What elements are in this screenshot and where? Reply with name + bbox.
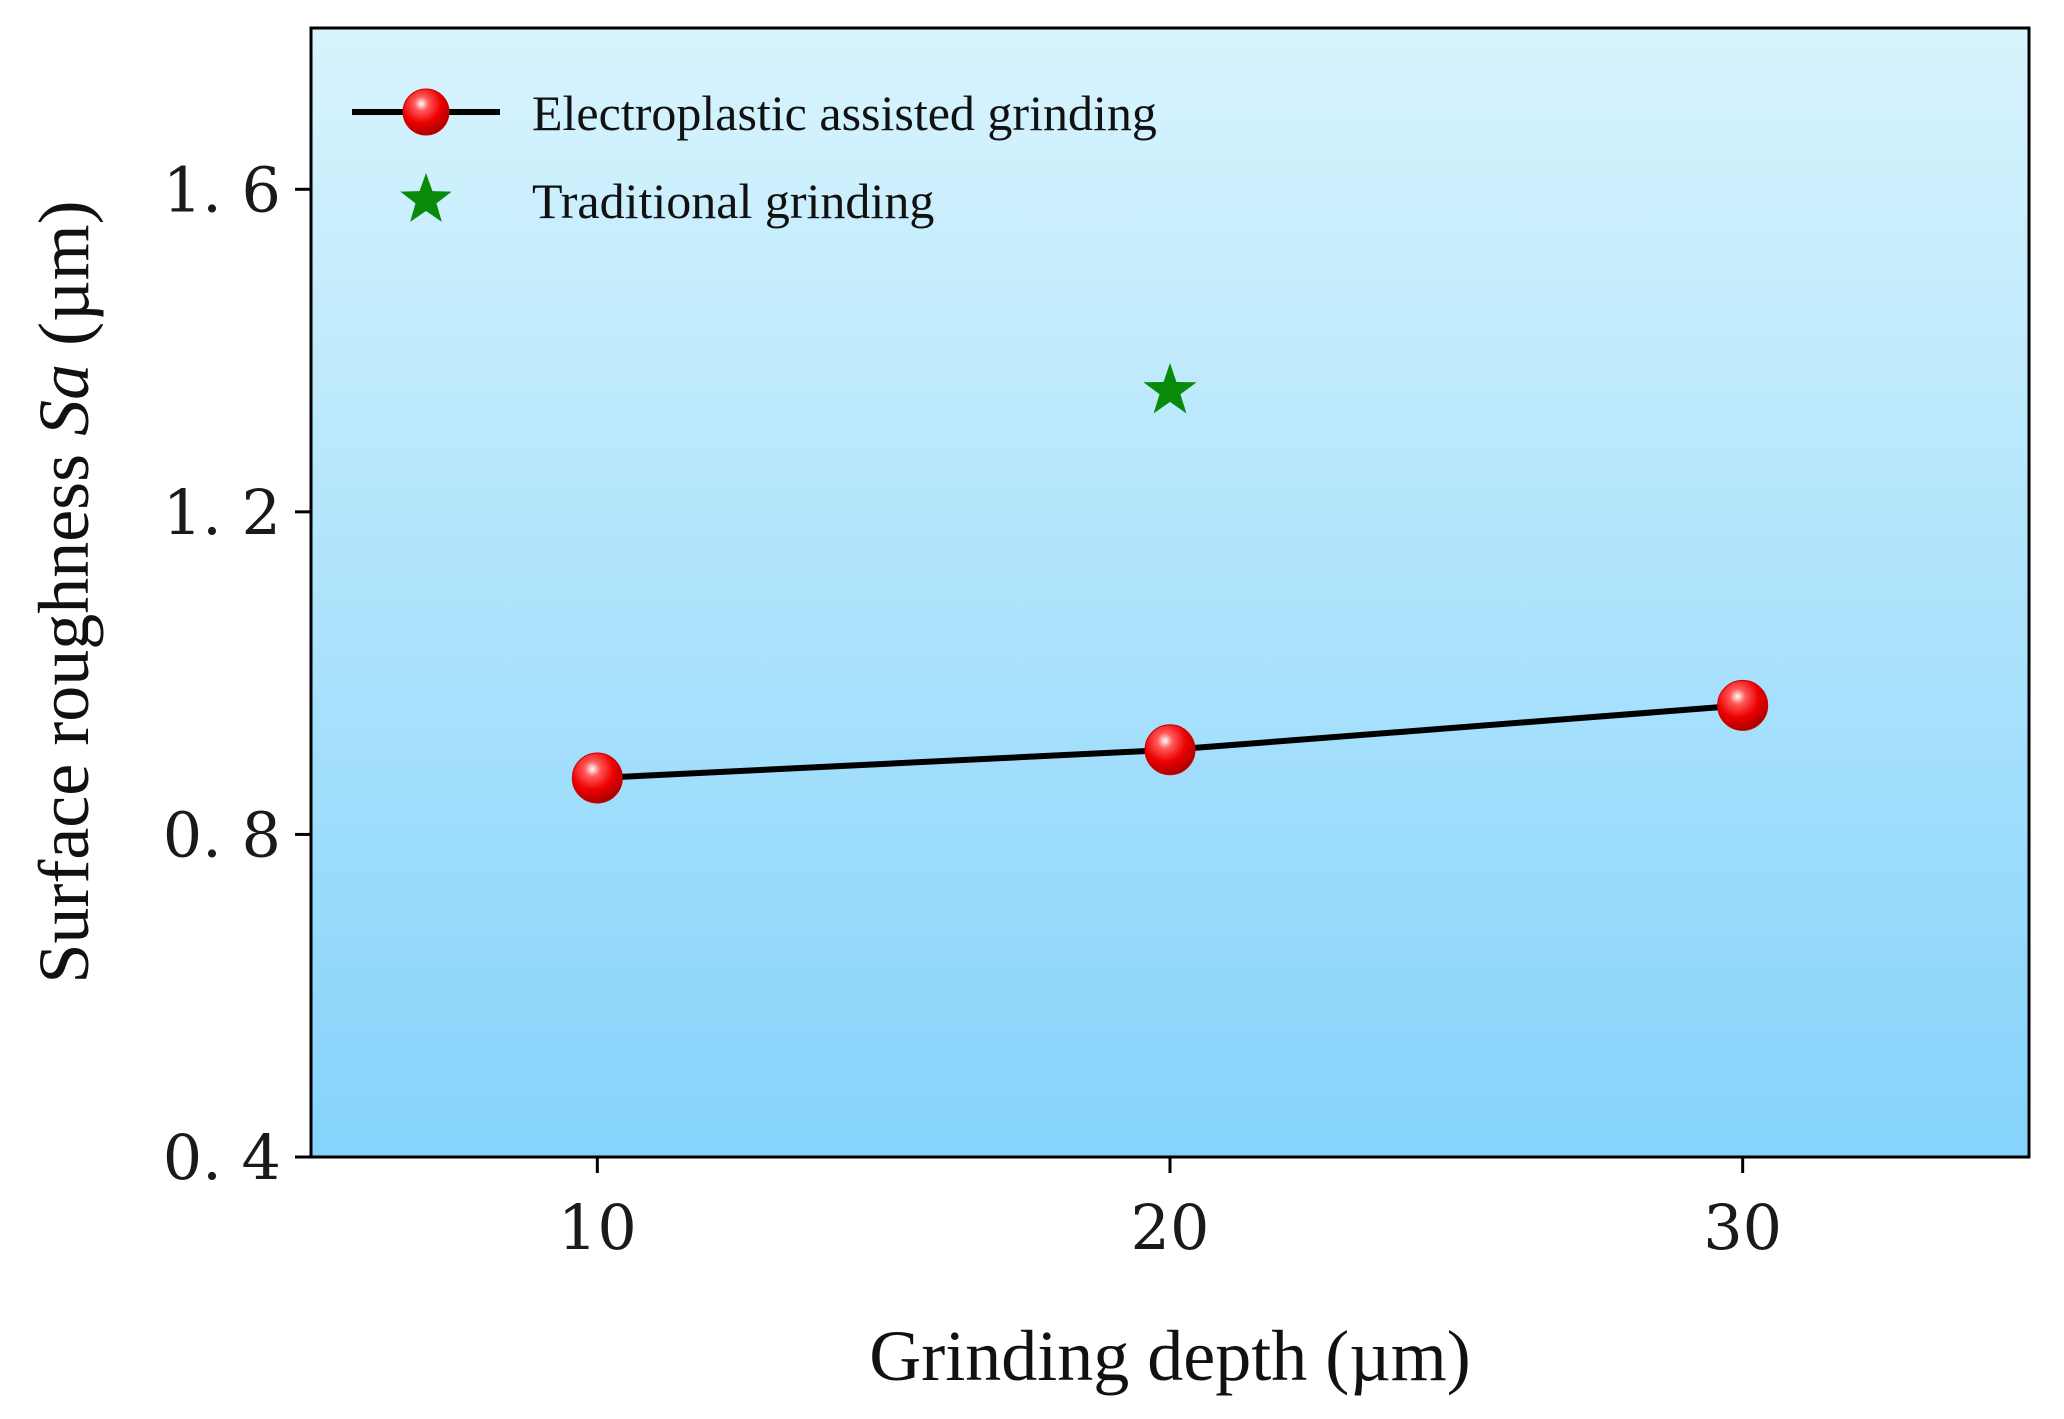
y-tick-label: 0. 4 (163, 1121, 281, 1194)
ticks-layer: 10 20 30 0. 4 0. 8 1. 2 1. 6 (163, 153, 1782, 1264)
data-point-circle (1717, 679, 1769, 731)
x-tick-label: 30 (1703, 1191, 1782, 1264)
data-point-star (1143, 362, 1197, 414)
y-tick-label: 1. 6 (163, 153, 281, 226)
y-tick-label: 1. 2 (163, 476, 281, 549)
legend-marker-traditional (400, 173, 452, 222)
y-axis-title: Surface roughness Sa (µm) (24, 200, 104, 983)
legend-marker-electroplastic (402, 88, 450, 136)
x-axis-title: Grinding depth (µm) (869, 1316, 1470, 1396)
y-axis-title-suffix: (µm) (24, 200, 104, 363)
legend: Electroplastic assisted grinding Traditi… (352, 85, 1157, 229)
y-axis-title-italic: Sa (24, 364, 104, 436)
plot-frame (309, 26, 2031, 1159)
y-axis-title-prefix: Surface roughness (24, 436, 104, 984)
plot-area (311, 28, 2029, 1157)
series-layer (571, 362, 1769, 804)
x-tick-label: 10 (558, 1191, 637, 1264)
x-tick-label: 20 (1131, 1191, 1210, 1264)
legend-label-electroplastic: Electroplastic assisted grinding (532, 85, 1157, 141)
y-tick-label: 0. 8 (163, 798, 281, 871)
data-point-circle (1144, 724, 1196, 776)
legend-label-traditional: Traditional grinding (532, 173, 934, 229)
data-point-circle (571, 752, 623, 804)
